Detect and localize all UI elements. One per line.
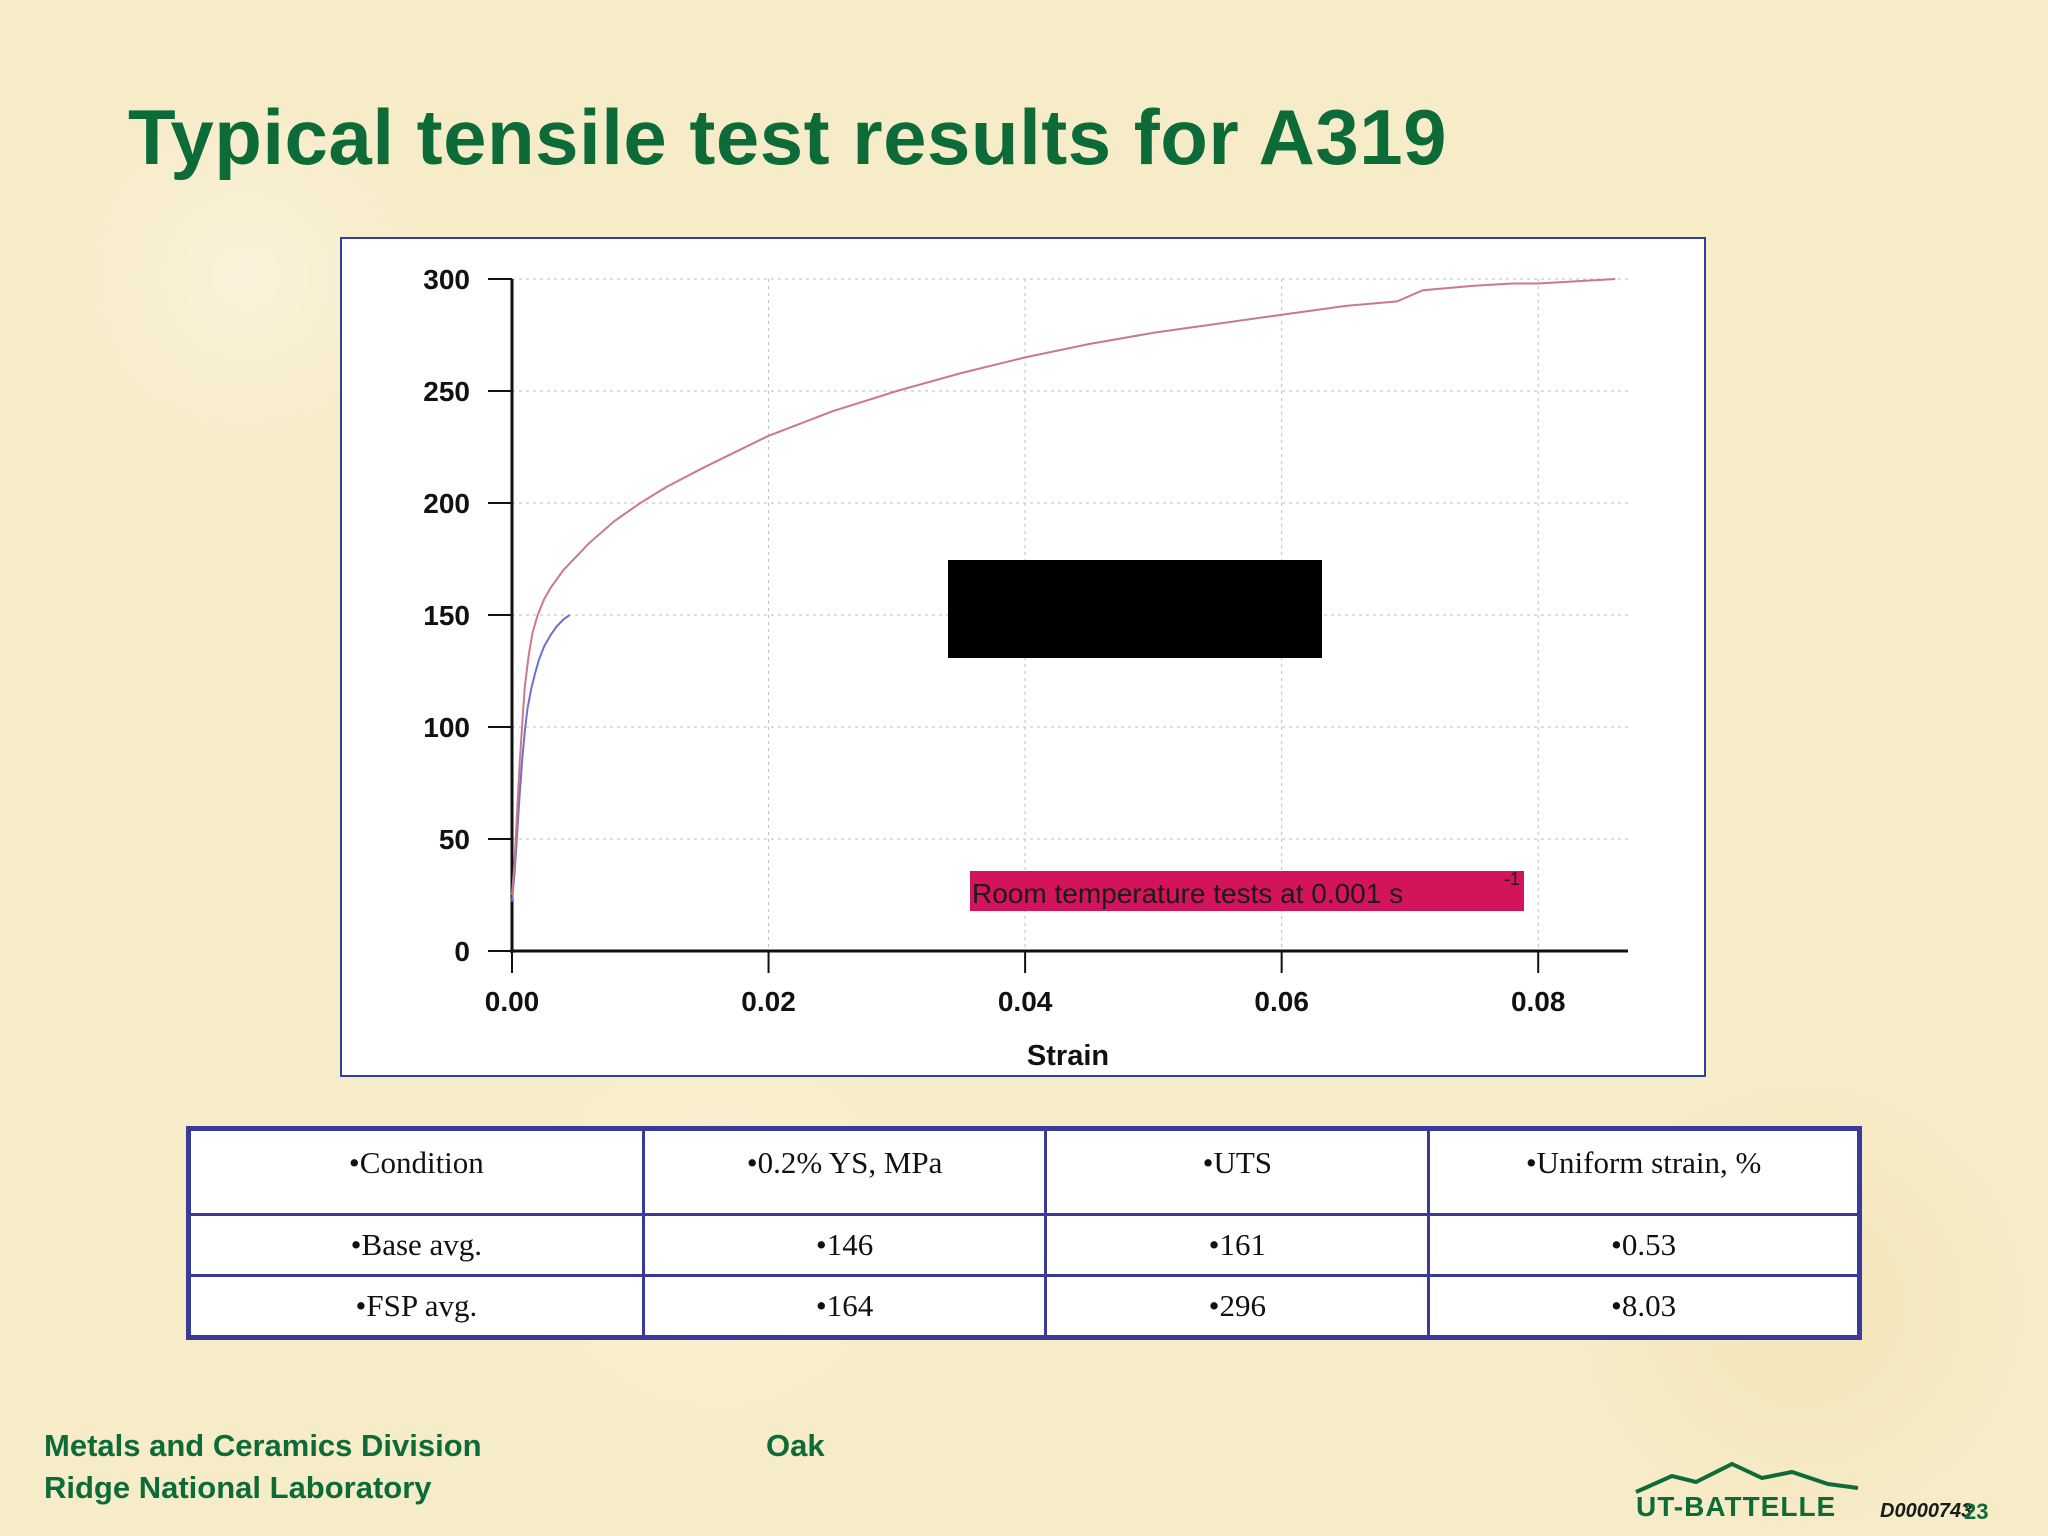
cell-uts: •296 — [1044, 1274, 1431, 1339]
footer-division: Metals and Ceramics Division — [44, 1428, 482, 1463]
annotation-background — [970, 871, 1524, 911]
table-row: •Base avg. •146 •161 •0.53 — [187, 1213, 1861, 1277]
y-tick-label: 0 — [454, 936, 470, 967]
y-tick-label: 100 — [423, 712, 470, 743]
x-tick-label: 0.06 — [1254, 986, 1309, 1017]
table-row: •FSP avg. •164 •296 •8.03 — [187, 1274, 1861, 1339]
annotation-text: Room temperature tests at 0.001 s — [972, 878, 1403, 909]
x-tick-label: 0.00 — [485, 986, 540, 1017]
table-header-row: •Condition •0.2% YS, MPa •UTS •Uniform s… — [187, 1127, 1861, 1216]
chart-canvas: 0 50 100 150 200 250 300 0.00 0.02 0.04 0.06 0.08 R… — [423, 264, 1628, 1072]
x-tick-label: 0.08 — [1511, 986, 1566, 1017]
legend-redacted-box — [948, 560, 1322, 658]
y-tick-label: 300 — [423, 264, 470, 295]
x-tick-label: 0.04 — [998, 986, 1053, 1017]
logo-text: UT-BATTELLE — [1636, 1491, 1837, 1522]
header-uts: •UTS — [1044, 1127, 1431, 1216]
cell-uts: •161 — [1044, 1213, 1431, 1277]
cell-condition: •Base avg. — [187, 1213, 645, 1277]
y-tick-label: 250 — [423, 376, 470, 407]
footer-laboratory: Ridge National Laboratory — [44, 1470, 432, 1505]
annotation-superscript: -1 — [1504, 869, 1520, 889]
cell-uniform-strain: •0.53 — [1427, 1213, 1861, 1277]
header-condition: •Condition — [187, 1127, 645, 1216]
cell-condition: •FSP avg. — [187, 1274, 645, 1339]
y-tick-label: 50 — [439, 824, 470, 855]
ut-battelle-logo-icon — [1635, 1461, 1859, 1494]
chart-series — [511, 278, 1616, 902]
slide-title: Typical tensile test results for A319 — [128, 93, 1447, 181]
page-number: 23 — [1964, 1499, 1989, 1524]
series-line-1 — [511, 614, 571, 902]
chart-ticks: 0 50 100 150 200 250 300 0.00 0.02 0.04 0.06 0.08 — [423, 264, 1565, 1017]
series-line-2 — [511, 278, 1616, 896]
header-uniform-strain: •Uniform strain, % — [1427, 1127, 1861, 1216]
y-tick-label: 200 — [423, 488, 470, 519]
tensile-chart: 0 50 100 150 200 250 300 0.00 0.02 0.04 0.06 0.08 R… — [340, 237, 1706, 1077]
results-table: •Condition •0.2% YS, MPa •UTS •Uniform s… — [186, 1126, 1862, 1340]
cell-yield-strength: •146 — [641, 1213, 1048, 1277]
x-axis-label: Strain — [1027, 1040, 1109, 1072]
cell-uniform-strain: •8.03 — [1427, 1274, 1861, 1339]
document-id: D0000743 — [1880, 1500, 1973, 1522]
x-tick-label: 0.02 — [741, 986, 796, 1017]
header-yield-strength: •0.2% YS, MPa — [641, 1127, 1048, 1216]
temperature-annotation: Room temperature tests at 0.001 s -1 — [970, 869, 1524, 911]
y-tick-label: 150 — [423, 600, 470, 631]
footer-oak: Oak — [766, 1428, 825, 1463]
cell-yield-strength: •164 — [641, 1274, 1048, 1339]
